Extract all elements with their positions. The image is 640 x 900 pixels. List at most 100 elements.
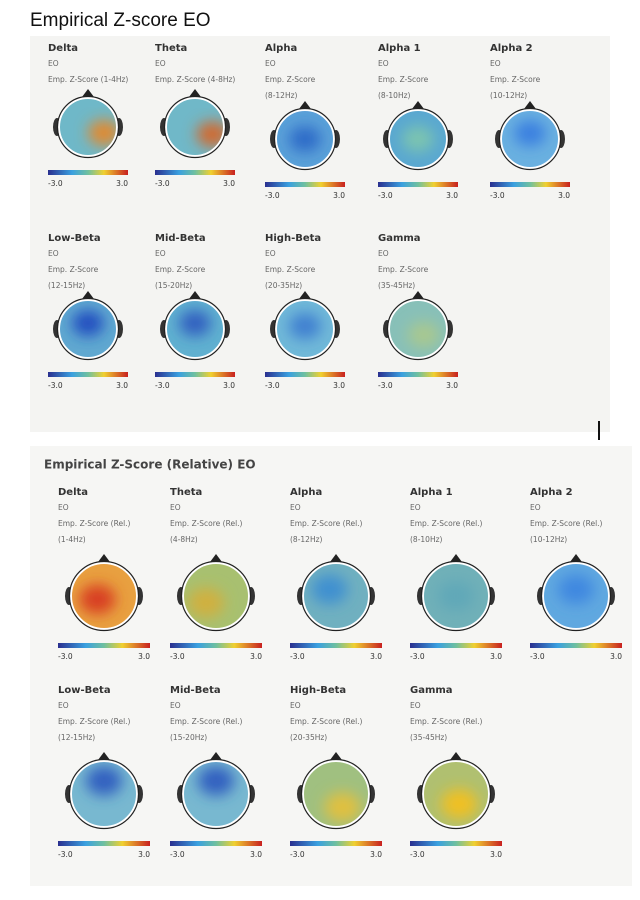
map-condition: EO — [410, 503, 421, 512]
head-outline — [180, 560, 252, 632]
map-metric: Emp. Z-Score (Rel.) — [410, 519, 483, 528]
map-title: Theta — [155, 43, 187, 54]
map-metric: Emp. Z-Score (Rel.) — [290, 519, 363, 528]
map-metric: Emp. Z-Score — [155, 265, 206, 274]
scale-min: -3.0 — [170, 652, 185, 661]
color-bar — [155, 372, 235, 377]
map-metric: Emp. Z-Score (4-8Hz) — [155, 75, 235, 84]
map-title: Alpha 2 — [490, 43, 533, 54]
head-outline — [68, 758, 140, 830]
topo-map: Alpha 1 EO Emp. Z-Score (8-10Hz) -3.0 3.0 — [378, 43, 458, 200]
head-outline — [273, 297, 337, 361]
map-band: (10-12Hz) — [490, 91, 527, 100]
head-nose — [299, 291, 311, 299]
head-map — [389, 300, 447, 358]
map-title: Delta — [48, 43, 78, 54]
scale-max: 3.0 — [250, 652, 262, 661]
topo-map: High-Beta EO Emp. Z-Score (Rel.) (20-35Hz) -… — [290, 685, 382, 859]
scale-min: -3.0 — [490, 191, 505, 200]
head-nose — [299, 101, 311, 109]
color-bar — [265, 182, 345, 187]
head-nose — [330, 752, 342, 760]
head-outline — [422, 562, 490, 630]
topo-map: Gamma EO Emp. Z-Score (Rel.) (35-45Hz) -3.0 3… — [410, 685, 502, 859]
color-bar — [410, 643, 502, 648]
head-spot — [514, 120, 546, 147]
head-map — [276, 300, 334, 358]
head-outline — [165, 97, 225, 157]
topo-map: Alpha EO Emp. Z-Score (8-12Hz) -3.0 3.0 — [265, 43, 345, 200]
head-outline — [70, 562, 138, 630]
scale-max: 3.0 — [446, 191, 458, 200]
head-outline — [302, 562, 370, 630]
map-condition: EO — [48, 249, 59, 258]
head-spot — [179, 310, 211, 337]
head-outline — [386, 297, 450, 361]
head-outline — [68, 560, 140, 632]
head-spot — [85, 765, 123, 796]
map-metric: Emp. Z-Score (Rel.) — [58, 519, 131, 528]
topo-map: Delta EO Emp. Z-Score (1-4Hz) -3.0 3.0 — [48, 43, 128, 188]
map-band: (15-20Hz) — [155, 281, 192, 290]
scale-max: 3.0 — [558, 191, 570, 200]
scale-max: 3.0 — [223, 381, 235, 390]
map-condition: EO — [530, 503, 541, 512]
scale-min: -3.0 — [265, 381, 280, 390]
page-title: Empirical Z-score EO — [30, 10, 211, 31]
map-condition: EO — [290, 503, 301, 512]
head-nose — [570, 554, 582, 562]
scale-max: 3.0 — [138, 850, 150, 859]
map-title: Alpha 2 — [530, 487, 573, 498]
scale-max: 3.0 — [333, 381, 345, 390]
head-spot — [88, 119, 117, 146]
map-band: (12-15Hz) — [58, 733, 95, 742]
map-title: Mid-Beta — [155, 233, 206, 244]
map-title: High-Beta — [290, 685, 346, 696]
head-outline — [540, 560, 612, 632]
scale-max: 3.0 — [370, 850, 382, 859]
map-metric: Emp. Z-Score — [265, 265, 316, 274]
head-map — [303, 761, 369, 827]
scale-max: 3.0 — [370, 652, 382, 661]
map-band: (8-10Hz) — [378, 91, 411, 100]
head-nose — [330, 554, 342, 562]
head-outline — [70, 760, 138, 828]
head-map — [543, 563, 609, 629]
head-spot — [187, 587, 225, 618]
topo-map: Alpha EO Emp. Z-Score (Rel.) (8-12Hz) -3.0 3.… — [290, 487, 382, 661]
scale-min: -3.0 — [290, 850, 305, 859]
panel — [30, 36, 610, 432]
scale-min: -3.0 — [378, 191, 393, 200]
scale-min: -3.0 — [155, 179, 170, 188]
head-outline — [300, 758, 372, 830]
color-bar — [170, 841, 262, 846]
head-spot — [197, 765, 235, 796]
topo-map: Delta EO Emp. Z-Score (Rel.) (1-4Hz) -3.0 3.0 — [58, 487, 150, 661]
scale-max: 3.0 — [223, 179, 235, 188]
head-outline — [275, 109, 335, 169]
color-bar — [58, 643, 150, 648]
head-spot — [557, 574, 595, 605]
scale-max: 3.0 — [250, 850, 262, 859]
map-metric: Emp. Z-Score — [265, 75, 316, 84]
topo-map: Theta EO Emp. Z-Score (Rel.) (4-8Hz) -3.0 3.0 — [170, 487, 262, 661]
map-metric: Emp. Z-Score (Rel.) — [58, 717, 131, 726]
head-map — [59, 98, 117, 156]
color-bar — [155, 170, 235, 175]
color-bar — [290, 643, 382, 648]
color-bar — [378, 372, 458, 377]
map-band: (35-45Hz) — [410, 733, 447, 742]
color-bar — [378, 182, 458, 187]
map-metric: Emp. Z-Score — [378, 75, 429, 84]
scale-max: 3.0 — [333, 191, 345, 200]
head-map — [59, 300, 117, 358]
scale-max: 3.0 — [610, 652, 622, 661]
scale-min: -3.0 — [410, 850, 425, 859]
map-condition: EO — [378, 249, 389, 258]
scale-min: -3.0 — [378, 381, 393, 390]
scale-max: 3.0 — [116, 179, 128, 188]
map-band: (15-20Hz) — [170, 733, 207, 742]
head-spot — [289, 313, 321, 340]
head-spot — [311, 574, 348, 605]
